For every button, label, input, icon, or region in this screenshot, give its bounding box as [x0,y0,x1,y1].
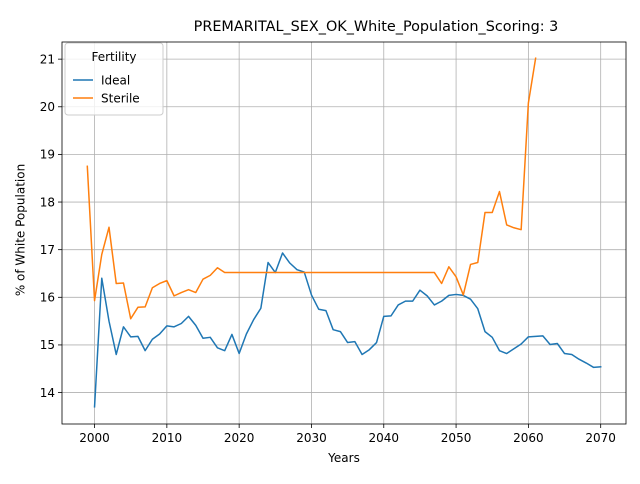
y-tick-label: 20 [40,100,55,114]
x-tick-label: 2060 [513,431,544,445]
axes-frame [61,41,627,425]
x-tick-label: 2050 [441,431,472,445]
y-tick-label: 16 [40,291,55,305]
legend-item-sterile: Sterile [73,91,140,105]
x-tick-label: 2020 [224,431,255,445]
legend-label: Sterile [101,91,140,105]
y-tick-label: 21 [40,52,55,66]
y-tick-label: 19 [40,148,55,162]
legend-title: Fertility [91,50,136,64]
grid [62,42,626,424]
y-axis-label: % of White Population [14,164,28,296]
chart-title: PREMARITAL_SEX_OK_White_Population_Scori… [194,19,559,35]
x-tick-label: 2000 [79,431,110,445]
legend-item-ideal: Ideal [73,73,130,87]
y-tick-label: 14 [40,386,55,400]
x-tick-label: 2070 [585,431,616,445]
y-tick-label: 15 [40,338,55,352]
y-tick-label: 18 [40,195,55,209]
y-tick-label: 17 [40,243,55,257]
x-tick-label: 2030 [296,431,327,445]
legend-entries: Ideal Sterile [73,73,140,105]
x-tick-label: 2040 [368,431,399,445]
legend-label: Ideal [101,73,130,87]
legend: Fertility Ideal Sterile [64,42,164,116]
x-axis-label: Years [327,451,360,465]
series-line-ideal [93,252,602,408]
series-line-sterile [86,57,537,320]
x-tick-label: 2010 [152,431,183,445]
series-layer [86,57,602,408]
ticks: 2000 2010 2020 2030 2040 2050 2060 2070 14 15 16 17… [40,52,616,445]
legend-frame [64,42,164,116]
